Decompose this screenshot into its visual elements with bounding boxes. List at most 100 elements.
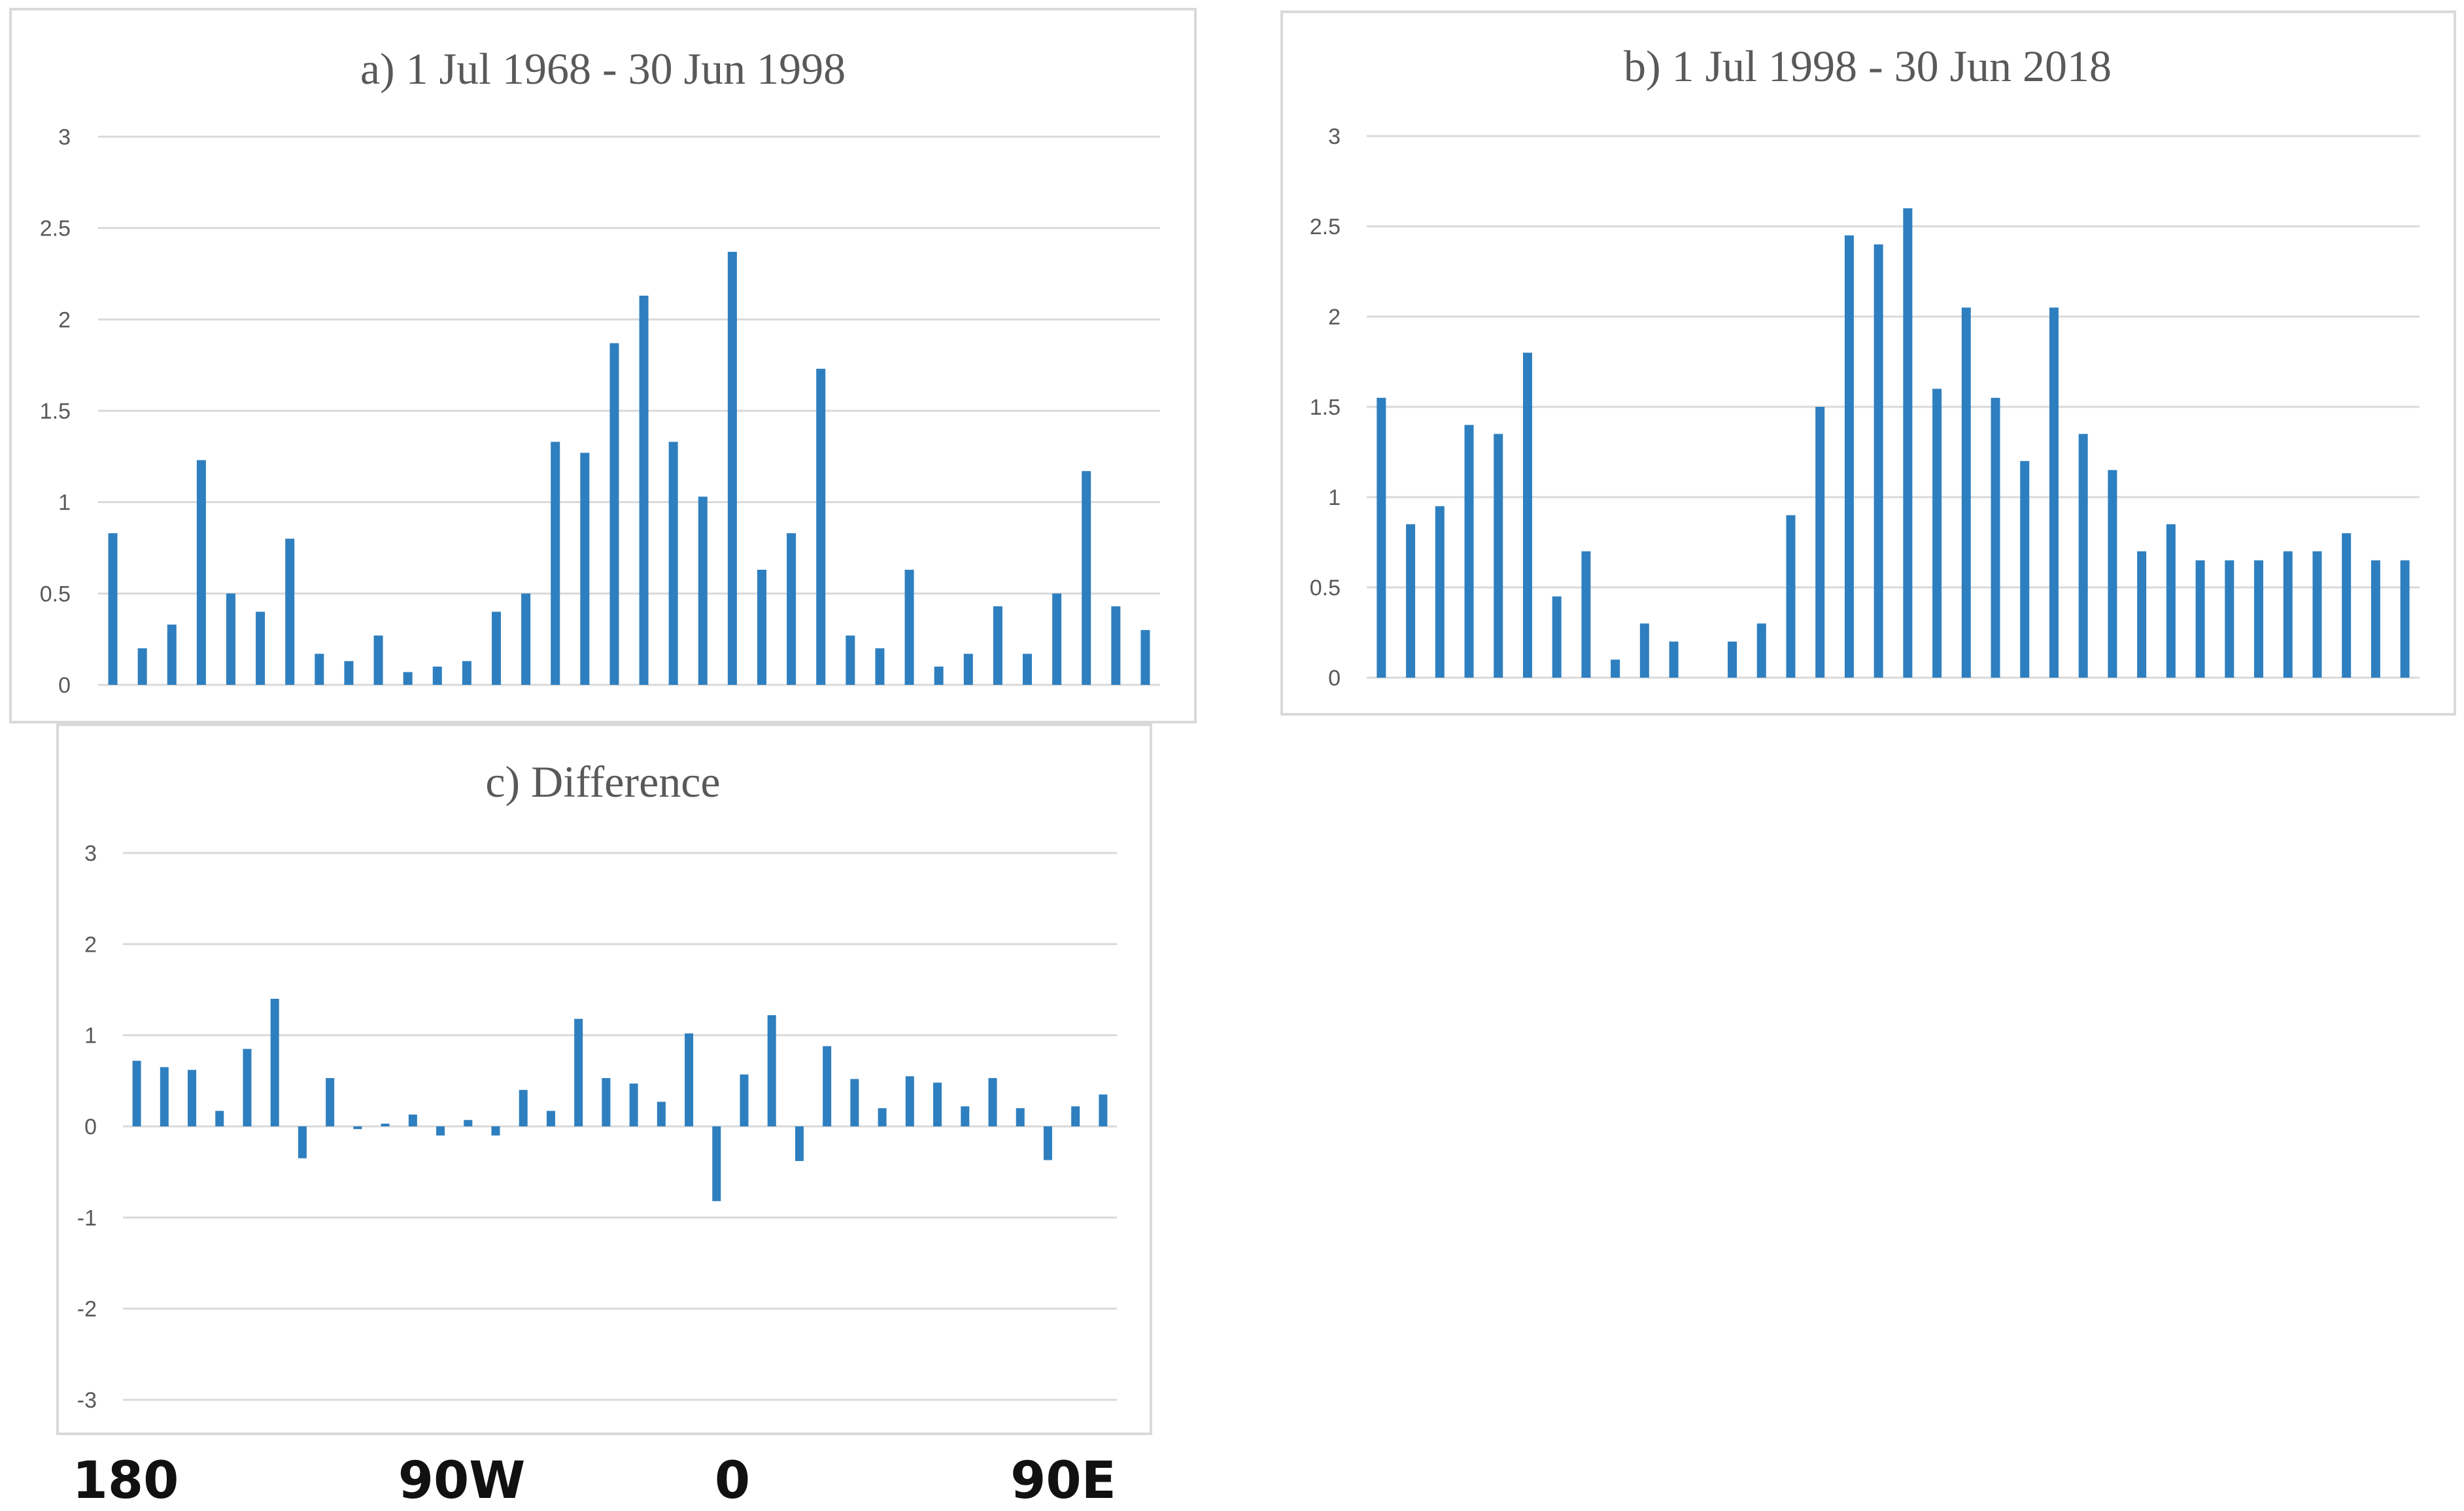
- bar: [1406, 524, 1416, 678]
- bar: [285, 538, 295, 685]
- bar: [639, 296, 649, 685]
- bar: [1111, 606, 1121, 685]
- bar: [1639, 623, 1649, 678]
- bar: [1961, 307, 1971, 678]
- bar: [519, 1090, 528, 1126]
- bar: [2254, 560, 2264, 678]
- bar: [1494, 434, 1503, 678]
- y-tick-label: 0.5: [40, 582, 71, 606]
- bar: [546, 1111, 555, 1126]
- bar: [521, 593, 531, 685]
- y-tick-label: 3: [1328, 124, 1341, 149]
- panel-b-chart: b) 1 Jul 1998 - 30 Jun 2018 0 0.5 1 1.5 2 2.5…: [1280, 10, 2456, 716]
- bar: [904, 570, 914, 685]
- bar: [464, 1120, 473, 1126]
- bar: [602, 1078, 611, 1126]
- bar: [436, 1126, 445, 1136]
- panel-a-title: a) 1 Jul 1968 - 30 Jun 1998: [360, 44, 846, 94]
- bar: [403, 672, 413, 685]
- bar: [875, 648, 885, 685]
- bar: [2108, 470, 2117, 678]
- bar: [1099, 1094, 1108, 1126]
- bar: [1728, 641, 1737, 678]
- bar: [878, 1108, 887, 1126]
- bar: [243, 1049, 252, 1126]
- bar: [850, 1079, 859, 1126]
- bar: [629, 1083, 638, 1126]
- bar: [298, 1126, 307, 1158]
- bar: [315, 653, 324, 685]
- bar: [1991, 398, 2000, 678]
- bar: [226, 593, 235, 685]
- bar: [2195, 560, 2205, 678]
- x-label-0: 0: [715, 1451, 750, 1510]
- bar: [1023, 653, 1032, 685]
- bar: [657, 1102, 666, 1126]
- bar: [740, 1074, 749, 1126]
- x-label-180: 180: [73, 1451, 179, 1510]
- bar: [1815, 407, 1825, 678]
- bar: [933, 1083, 942, 1126]
- y-tick-label: 1.5: [1310, 395, 1341, 420]
- bar: [787, 533, 796, 685]
- bar: [1581, 551, 1591, 678]
- bar: [373, 635, 383, 685]
- bar: [132, 1060, 141, 1126]
- bar: [2137, 551, 2147, 678]
- bar: [580, 453, 590, 685]
- bar: [1786, 515, 1796, 678]
- bar: [408, 1114, 417, 1126]
- panel-a-frame: [9, 8, 1197, 723]
- panel-c-title: c) Difference: [485, 757, 720, 807]
- y-tick-label: 0: [58, 673, 71, 698]
- bar: [2400, 560, 2410, 678]
- bar: [1377, 398, 1386, 678]
- bar: [1552, 596, 1562, 678]
- bar: [846, 635, 855, 685]
- bar: [167, 624, 177, 685]
- bar: [1071, 1106, 1080, 1126]
- bar: [574, 1018, 583, 1126]
- bar: [353, 1126, 362, 1130]
- bar: [2312, 551, 2322, 678]
- panel-b-bars: [1377, 208, 2410, 678]
- bar: [188, 1069, 197, 1126]
- bar: [326, 1078, 335, 1126]
- bar: [2166, 524, 2176, 678]
- y-tick-label: 1: [58, 491, 71, 515]
- panel-b-y-tick-labels: 0 0.5 1 1.5 2 2.5 3: [1310, 124, 1341, 691]
- y-tick-label: 2: [1328, 305, 1341, 330]
- bar: [491, 1126, 500, 1136]
- panel-b-gridlines: [1367, 135, 2420, 679]
- bar: [2049, 307, 2059, 678]
- bar: [381, 1123, 390, 1126]
- bar: [727, 251, 737, 686]
- bar: [492, 612, 501, 685]
- bar: [609, 343, 619, 685]
- panel-c-bars: [132, 998, 1108, 1202]
- bar: [2225, 560, 2234, 678]
- bar: [196, 460, 206, 685]
- x-label-90w: 90W: [398, 1451, 526, 1510]
- bar: [1874, 244, 1883, 678]
- panel-a-gridlines: [98, 135, 1160, 686]
- x-label-90e: 90E: [1010, 1451, 1116, 1510]
- y-tick-label: 2.5: [40, 217, 71, 241]
- y-tick-label: 1: [84, 1024, 97, 1049]
- panel-c-y-tick-labels: -3 -2 -1 0 1 2 3: [77, 841, 97, 1413]
- y-tick-label: 2.5: [1310, 215, 1341, 239]
- bar: [1435, 506, 1445, 678]
- bar: [551, 442, 560, 685]
- y-tick-label: 0: [1328, 666, 1341, 691]
- bar: [1932, 389, 1942, 678]
- bar: [1016, 1108, 1025, 1126]
- bar: [963, 653, 973, 685]
- bar: [905, 1076, 914, 1126]
- y-tick-label: -1: [77, 1206, 97, 1230]
- bar: [1669, 641, 1679, 678]
- y-tick-label: 3: [58, 125, 71, 150]
- bar: [2342, 533, 2352, 678]
- bar: [256, 612, 265, 685]
- bar: [1903, 208, 1913, 678]
- bar: [698, 496, 708, 685]
